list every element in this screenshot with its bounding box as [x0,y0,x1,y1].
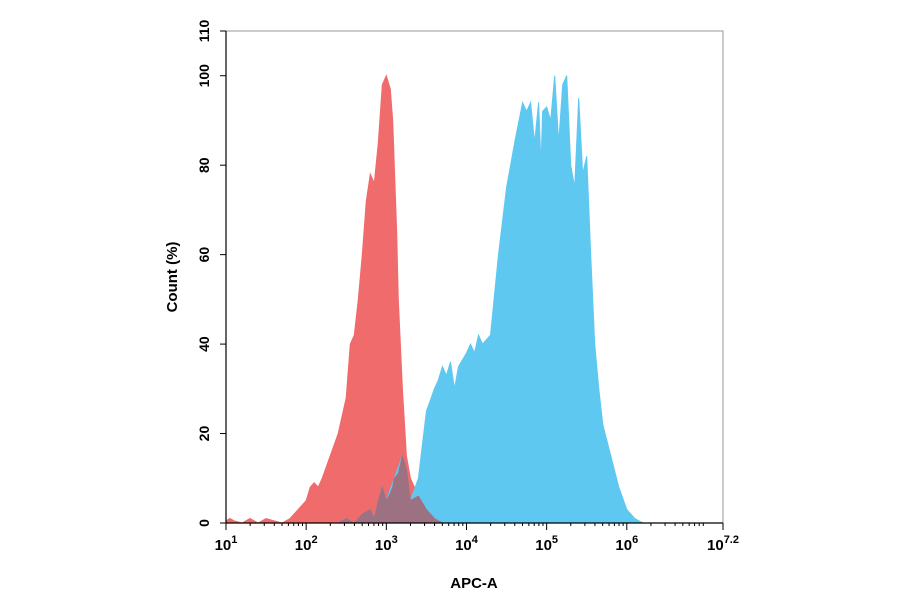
x-tick-label: 102 [295,534,318,554]
y-tick-label: 60 [196,247,212,263]
x-tick-label: 106 [615,534,638,554]
y-tick-label: 40 [196,336,212,352]
histogram-series-1 [225,74,445,524]
y-tick-label: 110 [196,19,212,42]
y-tick-label: 80 [196,157,212,173]
histogram-series-3 [336,453,445,524]
x-tick-label: 105 [535,534,558,554]
x-tick-label: 104 [455,534,479,554]
y-tick-label: 100 [196,64,212,88]
y-tick-label: 20 [196,426,212,442]
y-tick-label: 0 [196,519,212,527]
x-tick-label: 103 [375,534,398,554]
y-axis-title: Count (%) [164,242,181,313]
series-layer [225,74,644,524]
x-tick-label: 107.2 [707,534,739,554]
x-axis-title: APC-A [450,575,498,592]
y-axis-ticks: 0 20 40 60 80 100 110 [196,19,226,527]
x-axis-ticks: 101 102 103 104 105 106 107.2 [215,523,739,554]
x-tick-label: 101 [215,534,238,554]
